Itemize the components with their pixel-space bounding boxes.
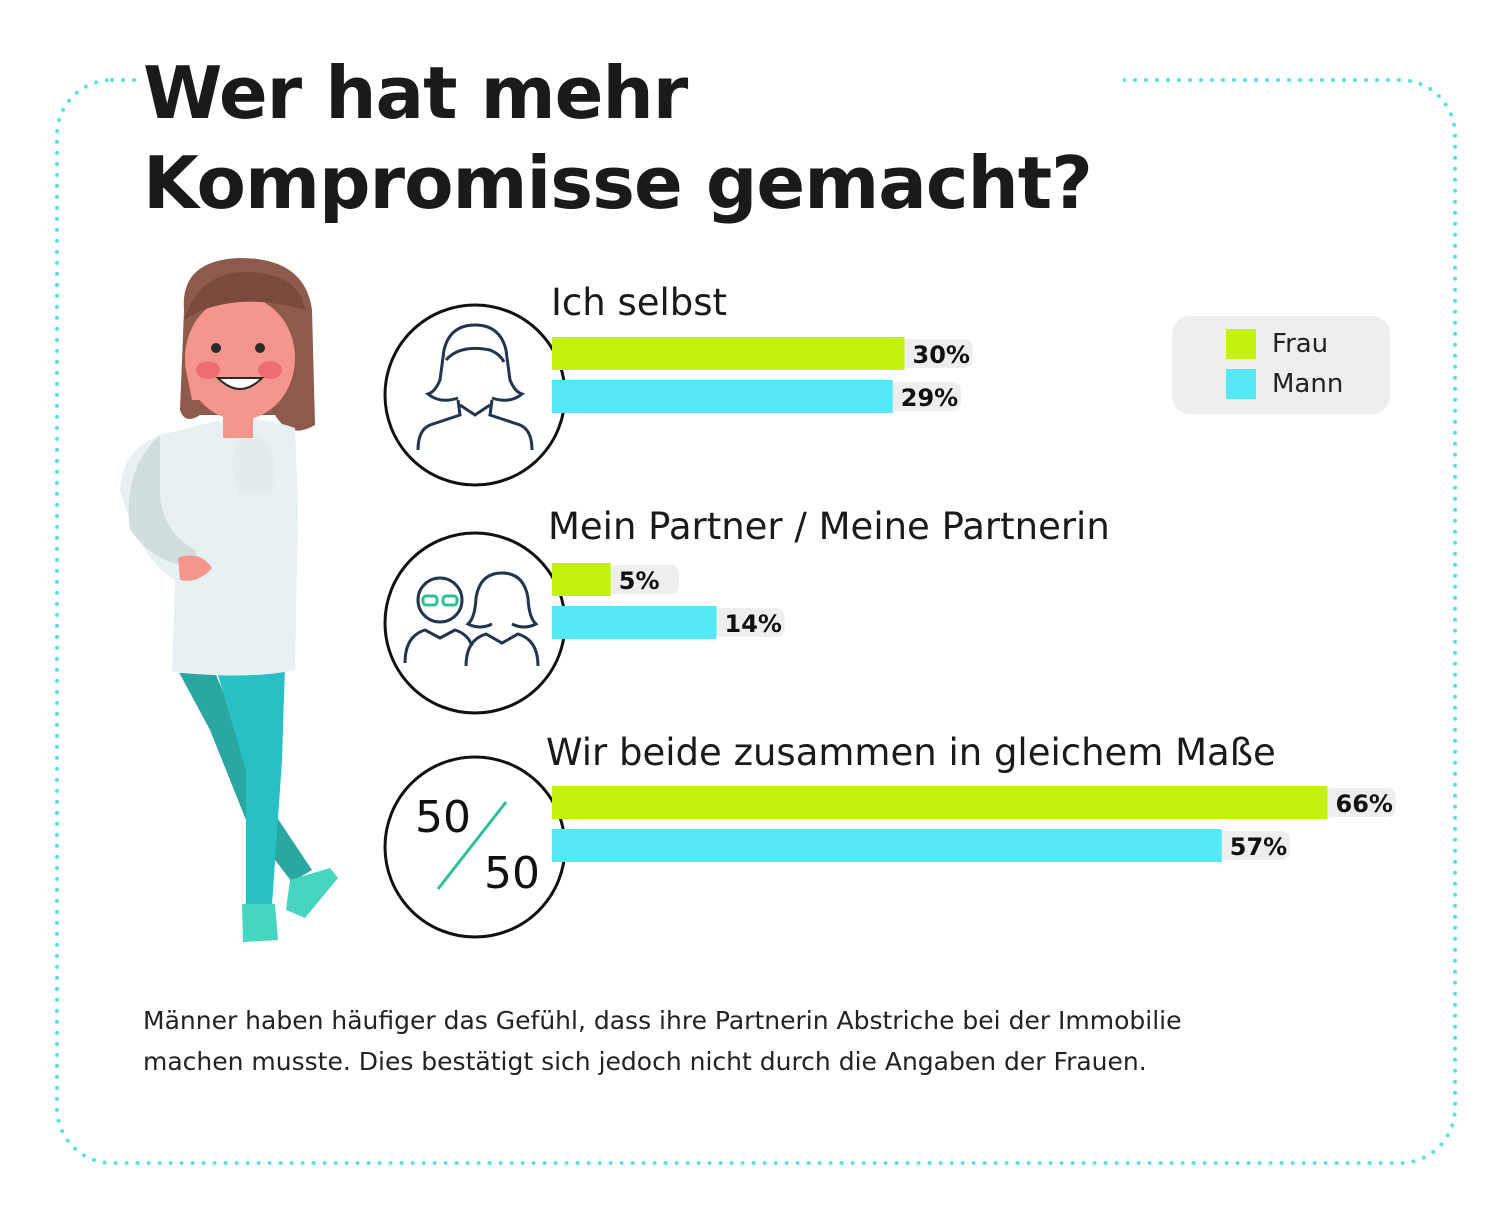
category-label-3: Wir beide zusammen in gleichem Maße xyxy=(546,731,1276,774)
legend-swatch-mann xyxy=(1226,369,1256,399)
bar-mann-2 xyxy=(552,606,717,639)
bar-frau-2 xyxy=(552,563,611,596)
bar-label-bg xyxy=(1323,788,1396,817)
data-label-frau-1: 30% xyxy=(913,341,970,369)
title-line-1: Wer hat mehr xyxy=(143,51,688,135)
legend-item-mann: Mann xyxy=(1226,369,1343,399)
fifty-top-text: 50 xyxy=(415,792,471,843)
bar-label-bg xyxy=(712,608,785,637)
title-line-2: Kompromisse gemacht? xyxy=(143,141,1093,225)
bar-mann-3 xyxy=(552,829,1222,862)
bar-frau-1 xyxy=(552,337,905,370)
data-label-mann-2: 14% xyxy=(725,610,782,638)
footnote-line-1: Männer haben häufiger das Gefühl, dass i… xyxy=(143,1006,1182,1035)
bar-label-bg xyxy=(1217,831,1290,860)
page-title: Wer hat mehr Kompromisse gemacht? xyxy=(143,48,1123,228)
footnote: Männer haben häufiger das Gefühl, dass i… xyxy=(143,1000,1243,1082)
category-label-2: Mein Partner / Meine Partnerin xyxy=(548,505,1110,548)
bar-label-bg xyxy=(888,382,961,411)
legend-swatch-frau xyxy=(1226,329,1256,359)
bar-label-bg xyxy=(900,339,973,368)
data-label-frau-2: 5% xyxy=(619,567,660,595)
legend: Frau Mann xyxy=(1172,316,1390,414)
bar-label-bg xyxy=(606,565,679,594)
legend-label-frau: Frau xyxy=(1272,329,1329,359)
bar-mann-1 xyxy=(552,380,893,413)
legend-item-frau: Frau xyxy=(1226,329,1328,359)
bar-frau-3 xyxy=(552,786,1328,819)
data-label-frau-3: 66% xyxy=(1336,790,1393,818)
legend-label-mann: Mann xyxy=(1272,369,1344,399)
category-label-1: Ich selbst xyxy=(551,281,728,324)
data-label-mann-1: 29% xyxy=(901,384,958,412)
woman-illustration xyxy=(120,258,338,942)
footnote-line-2: machen musste. Dies bestätigt sich jedoc… xyxy=(143,1047,1147,1076)
fifty-bottom-text: 50 xyxy=(484,848,540,899)
data-label-mann-3: 57% xyxy=(1230,833,1287,861)
